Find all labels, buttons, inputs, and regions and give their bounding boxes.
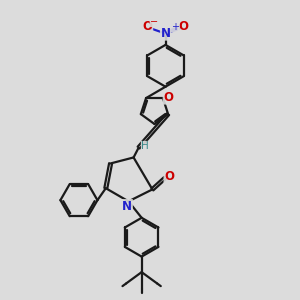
- Text: H: H: [141, 141, 149, 152]
- Text: O: O: [142, 20, 153, 34]
- Text: O: O: [163, 91, 173, 104]
- Text: N: N: [122, 200, 132, 213]
- Text: N: N: [160, 27, 170, 40]
- Text: O: O: [164, 170, 174, 183]
- Text: O: O: [178, 20, 188, 34]
- Text: +: +: [171, 22, 179, 32]
- Text: −: −: [150, 16, 158, 27]
